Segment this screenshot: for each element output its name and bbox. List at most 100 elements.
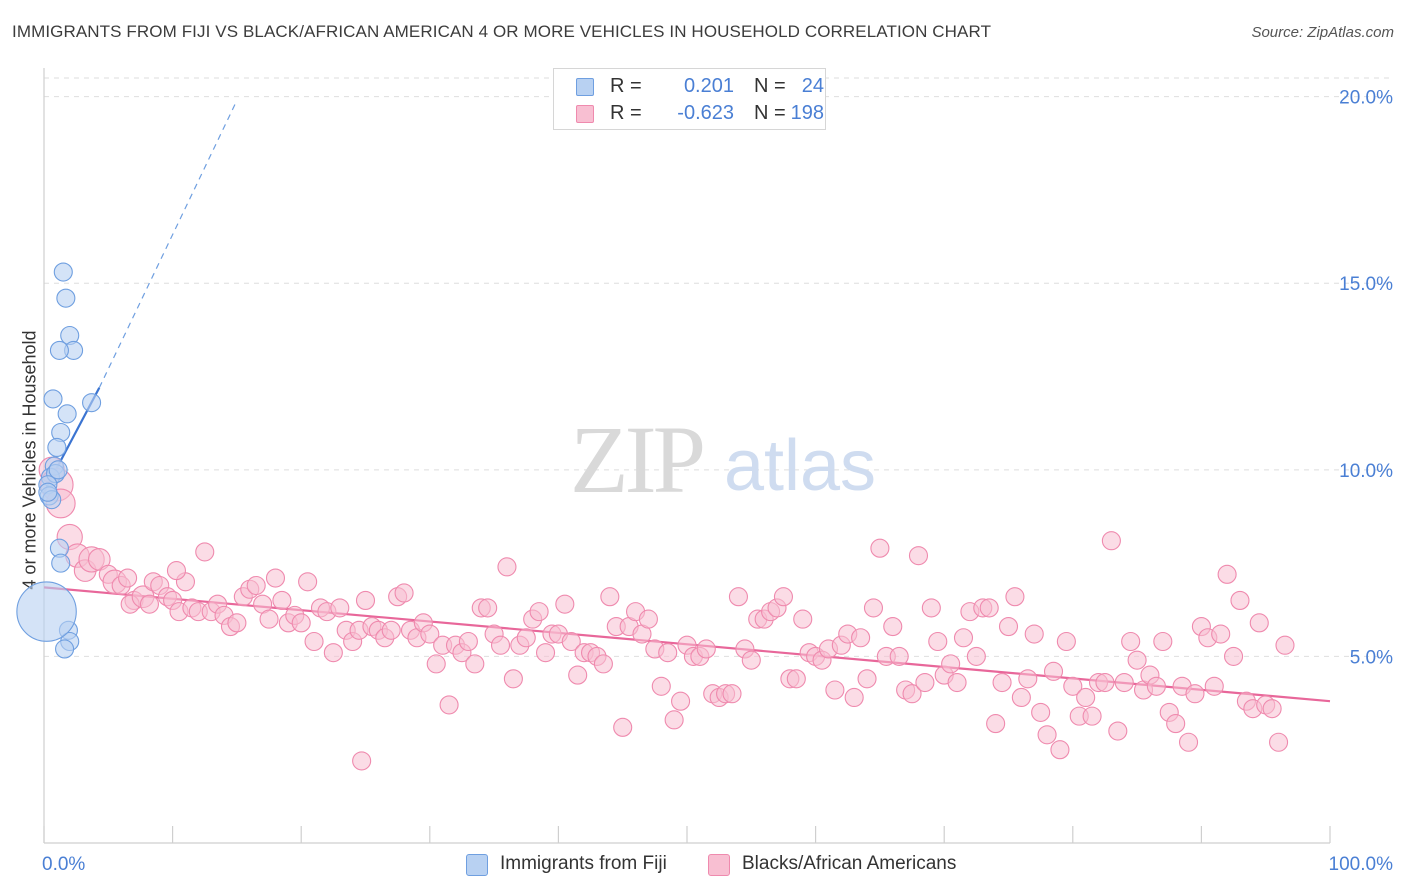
trend-lines [43, 100, 1331, 703]
data-point-black [902, 684, 922, 704]
data-point-black [1275, 635, 1295, 655]
data-point-fiji [38, 482, 58, 502]
data-point-black [503, 669, 523, 689]
data-point-black [352, 751, 372, 771]
data-point-black [1249, 613, 1269, 633]
data-point-black [1056, 631, 1076, 652]
legend-r-label: R = [610, 102, 642, 124]
legend-label-fiji: Immigrants from Fiji [500, 853, 667, 874]
data-point-fiji [55, 639, 75, 659]
data-point-black [979, 598, 999, 618]
data-point-fiji [48, 460, 68, 480]
data-point-fiji [16, 581, 77, 642]
data-point-black [355, 590, 376, 610]
y-tick-label: 5.0% [1350, 647, 1393, 668]
data-point-black [323, 643, 343, 663]
data-point-fiji [56, 288, 76, 308]
data-point-black [555, 594, 575, 614]
data-point-black [1114, 672, 1134, 693]
data-point-black [1082, 706, 1102, 726]
data-point-black [883, 617, 903, 637]
data-point-fiji [57, 404, 77, 424]
data-point-black [529, 602, 549, 622]
data-point-black [272, 590, 292, 610]
data-point-black [941, 654, 961, 674]
data-point-black [966, 646, 986, 666]
data-point-black [664, 710, 684, 730]
data-point-black [304, 631, 324, 652]
data-point-black [658, 643, 678, 663]
data-point-fiji [47, 437, 67, 457]
data-point-black [1121, 631, 1141, 652]
data-point-black [1031, 702, 1051, 722]
data-point-black [1178, 732, 1199, 752]
correlation-legend: R = 0.201 N = 24 R = -0.623 N = 198 [553, 68, 826, 130]
data-point-black [786, 669, 806, 689]
legend-n-value: 24 [801, 75, 824, 97]
data-point-black [439, 695, 459, 715]
data-point-black [638, 609, 658, 629]
grid-lines [44, 77, 1392, 657]
axes [43, 68, 1331, 844]
data-point-black [330, 598, 350, 618]
x-tick-label: 100.0% [1329, 854, 1394, 875]
data-point-black [671, 691, 691, 711]
data-point-black [600, 587, 620, 607]
data-point-black [535, 643, 556, 663]
data-point-black [773, 587, 794, 607]
data-point-black [953, 628, 974, 648]
data-point-black [1095, 672, 1115, 693]
series-blacks-african-americans [38, 456, 1295, 771]
data-point-black [291, 613, 311, 633]
data-point-black [227, 613, 247, 633]
data-point-black [1262, 699, 1282, 719]
data-point-fiji [51, 553, 71, 573]
data-point-black [741, 650, 761, 670]
data-point-black [908, 546, 929, 566]
data-point-black [992, 672, 1012, 693]
data-point-black [915, 672, 935, 693]
data-point-black [381, 620, 401, 640]
data-point-black [246, 575, 266, 596]
data-point-black [593, 654, 613, 674]
y-tick-label: 10.0% [1339, 461, 1393, 482]
data-point-fiji [53, 262, 73, 282]
watermark-zip: ZIP [570, 406, 703, 513]
data-point-black [1108, 721, 1128, 741]
data-point-black [259, 609, 279, 629]
series-legend: Immigrants from Fiji Blacks/African Amer… [0, 852, 1406, 878]
data-point-black [851, 628, 871, 648]
data-point-black [420, 624, 440, 644]
data-point-black [1230, 590, 1250, 610]
data-point-black [1037, 725, 1057, 745]
data-point-black [1005, 587, 1025, 607]
data-point-black [139, 594, 160, 614]
data-point-black [1011, 687, 1031, 708]
data-point-black [651, 676, 671, 696]
data-point-black [921, 598, 941, 618]
legend-r-label: R = [610, 75, 642, 97]
data-point-black [1217, 564, 1237, 584]
data-point-black [497, 557, 517, 577]
data-point-black [1204, 676, 1224, 696]
data-point-fiji [43, 389, 63, 409]
data-point-black [793, 609, 813, 629]
data-point-black [1101, 531, 1121, 551]
data-point-black [889, 646, 909, 666]
data-point-black [1076, 687, 1096, 708]
data-point-black [928, 631, 948, 652]
data-point-black [1063, 676, 1083, 696]
data-point-black [1018, 669, 1038, 689]
data-point-black [458, 631, 478, 652]
data-point-black [166, 561, 187, 581]
watermark: ZIP atlas [570, 406, 876, 513]
data-point-fiji [49, 340, 69, 360]
data-point-black [1211, 624, 1231, 644]
data-point-black [561, 631, 581, 652]
data-point-black [465, 654, 485, 674]
data-point-black [87, 548, 111, 571]
watermark-atlas: atlas [724, 426, 876, 506]
x-tick-label: 0.0% [42, 854, 85, 875]
data-point-black [568, 665, 588, 685]
